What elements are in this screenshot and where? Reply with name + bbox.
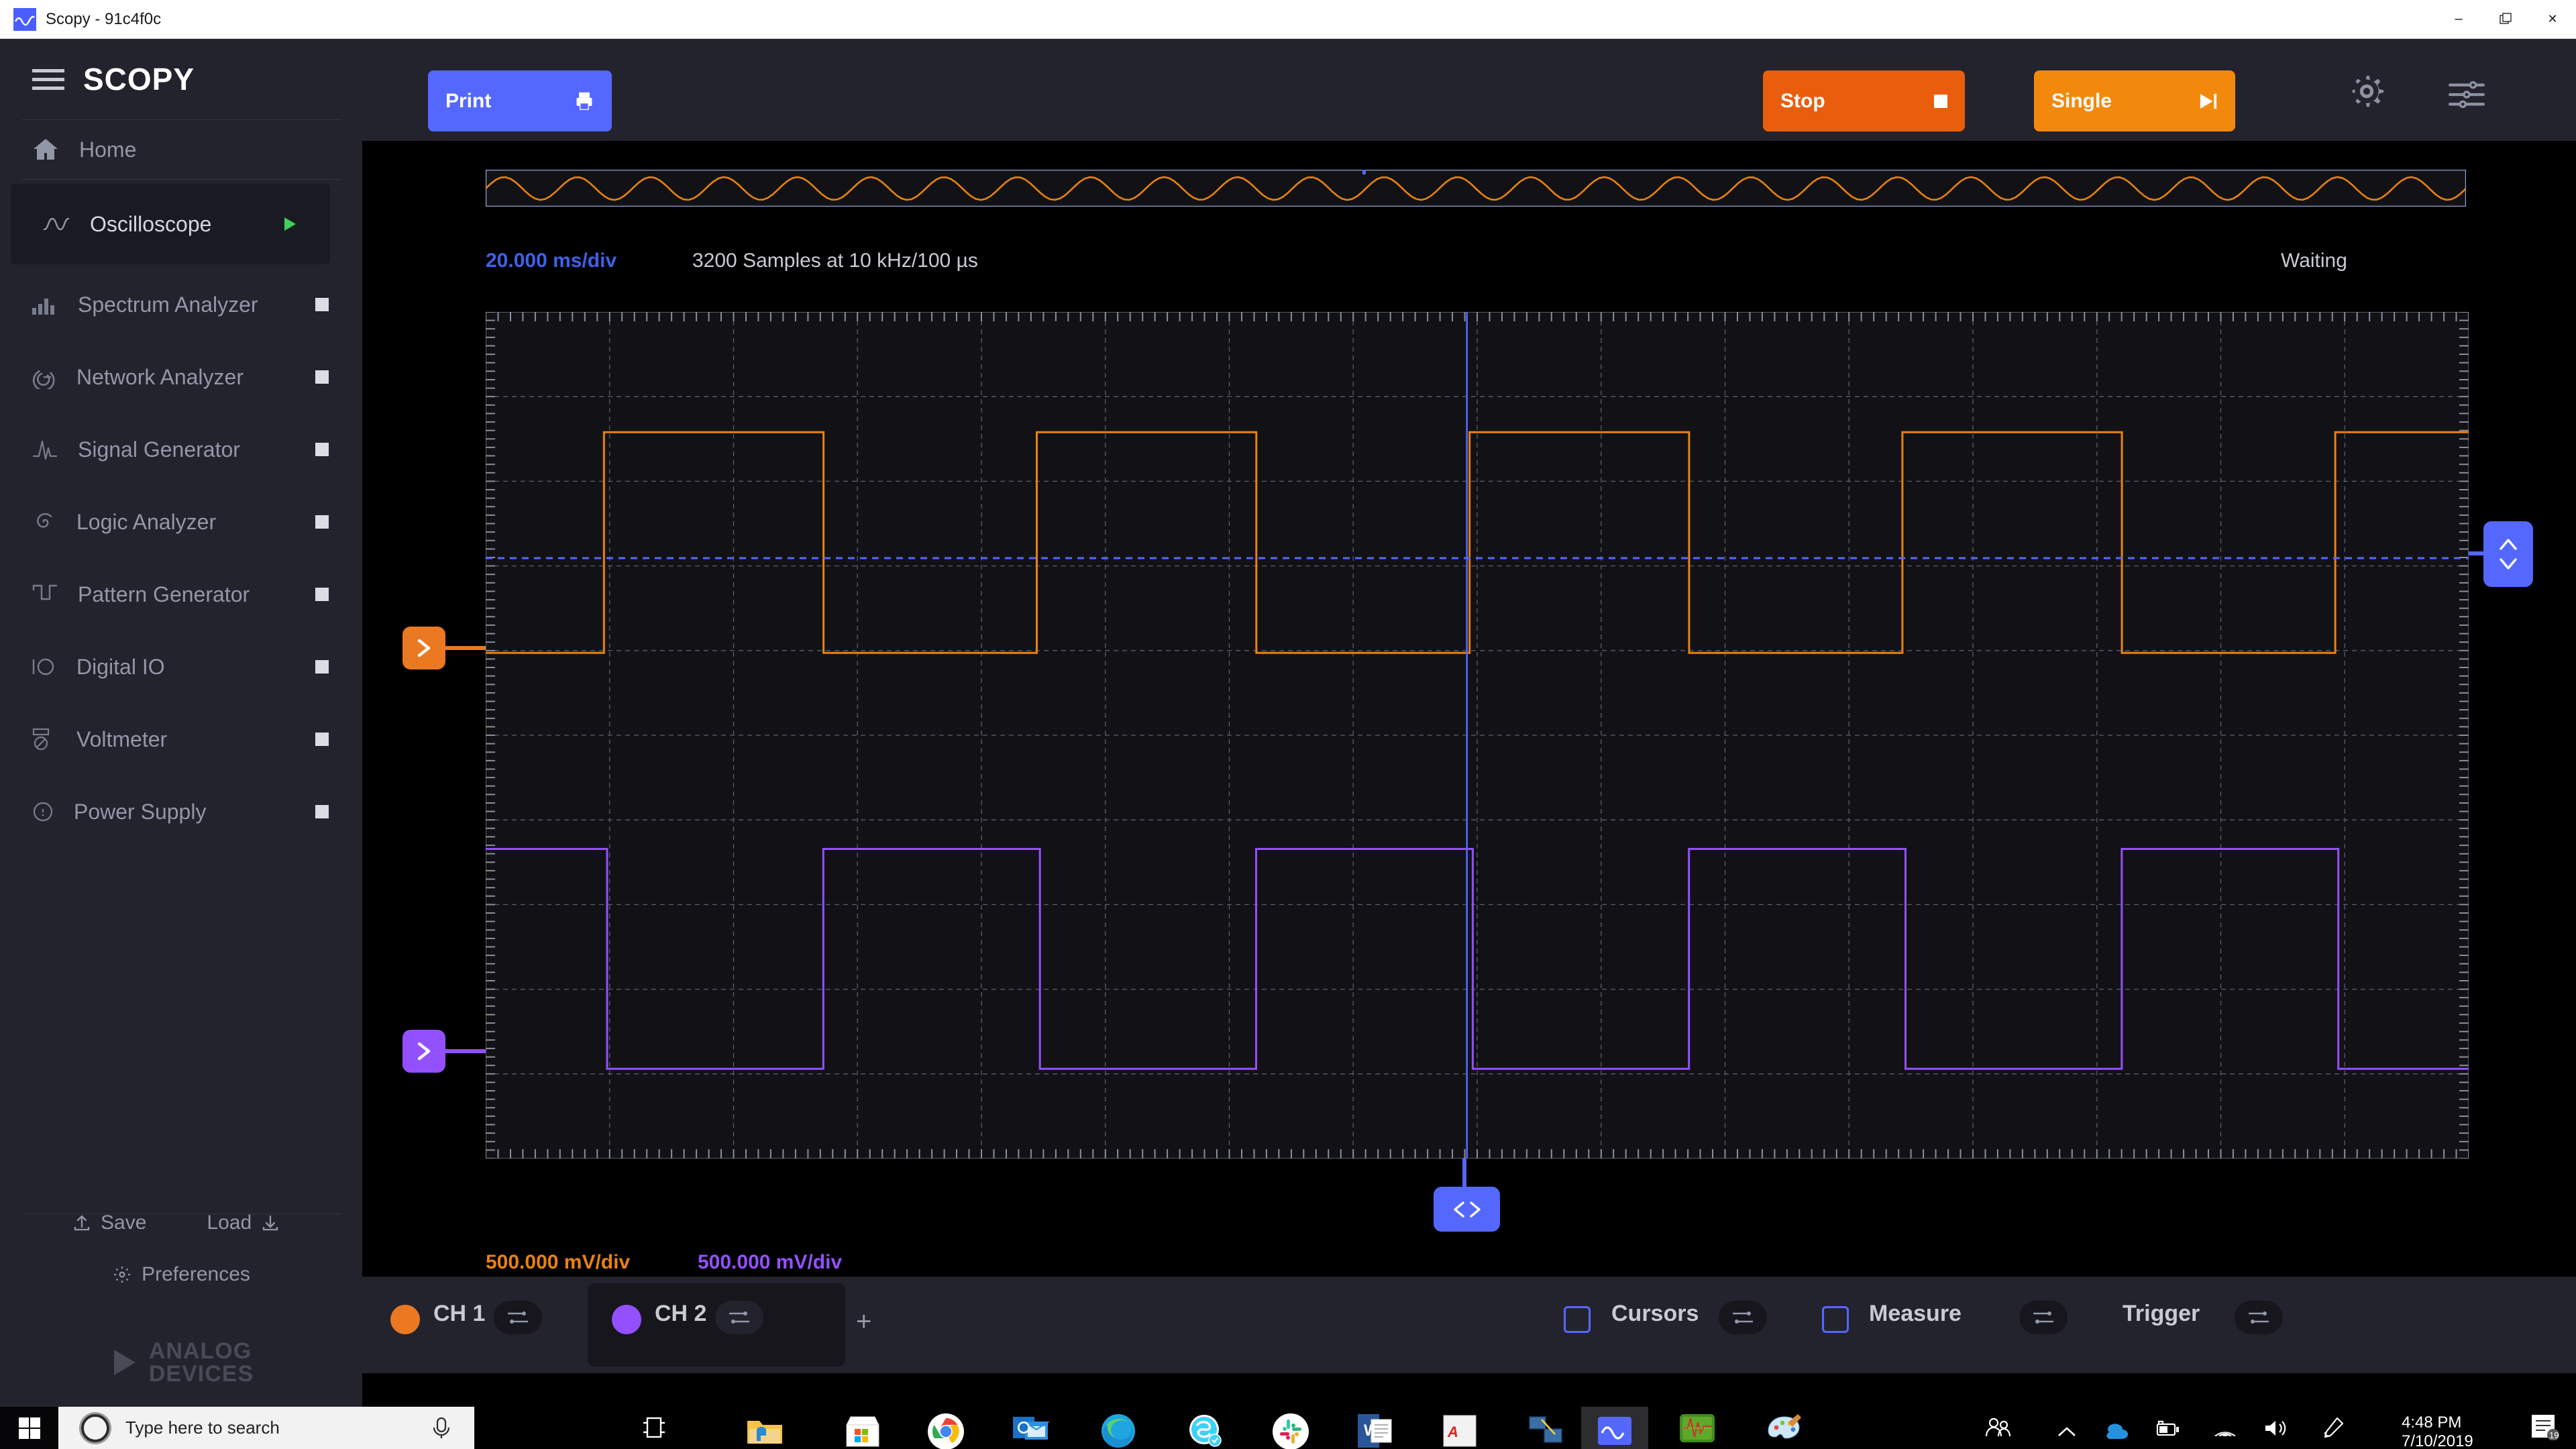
svg-text:A: A [1447, 1424, 1458, 1440]
svg-text:19: 19 [2549, 1430, 2559, 1440]
